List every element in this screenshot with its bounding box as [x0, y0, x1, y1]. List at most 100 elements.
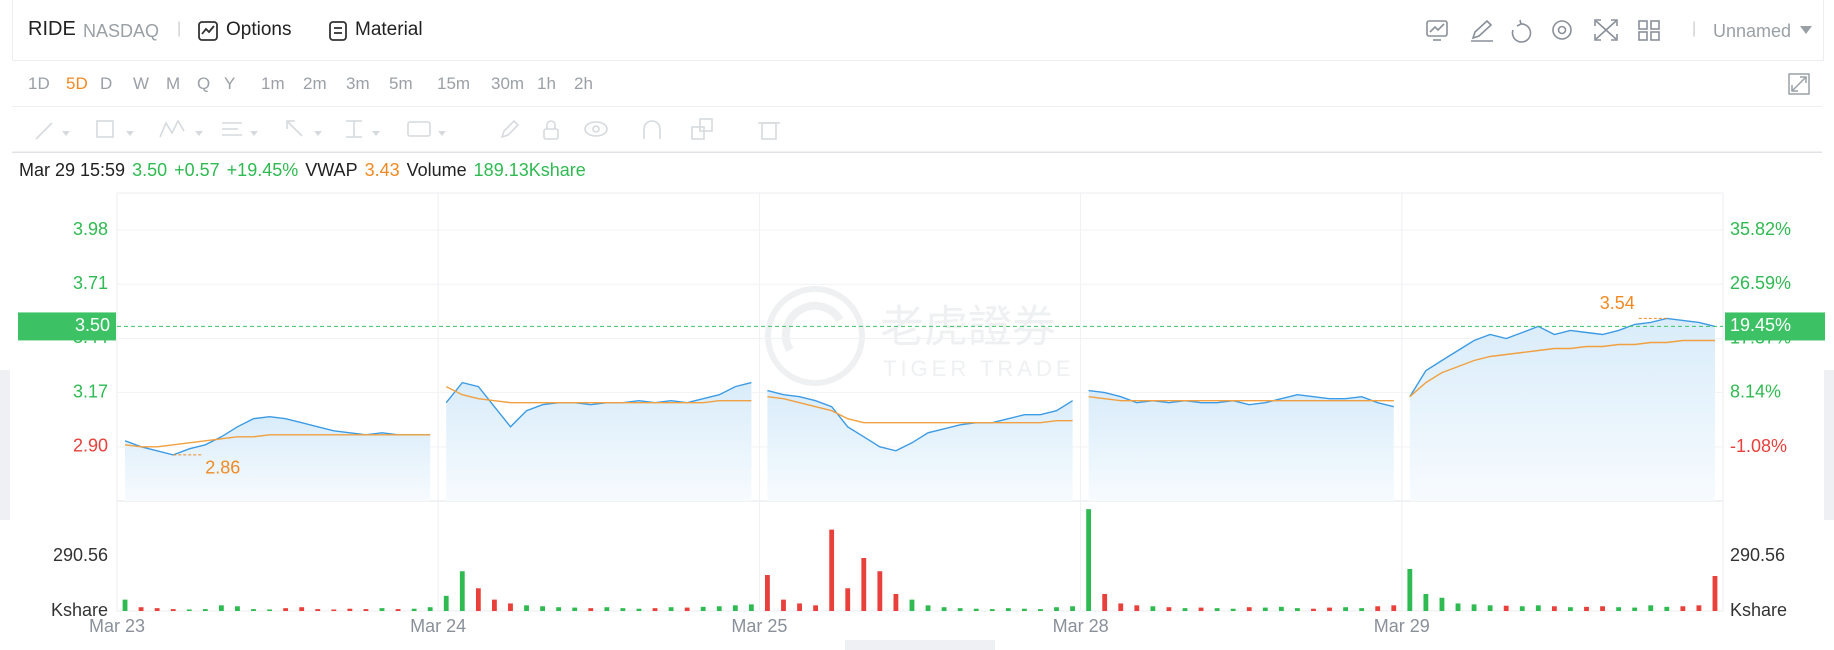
exchange: NASDAQ [83, 21, 160, 41]
reset-icon[interactable] [1511, 19, 1532, 43]
volume-bar [1712, 575, 1718, 611]
last-pct-box [1725, 312, 1825, 341]
volume-bar [925, 605, 931, 611]
volume-bar [283, 608, 289, 611]
price-line [124, 415, 431, 456]
volume-bar [636, 608, 642, 611]
period-button[interactable]: 2m [303, 74, 327, 93]
volume-bar [1198, 607, 1204, 611]
period-button[interactable]: Y [224, 74, 236, 93]
volume-bar [138, 607, 144, 611]
header: RIDE NASDAQ | Options Material | Unnamed [12, 0, 1824, 61]
volume-bar [652, 608, 658, 611]
y-tick-label: 3.98 [73, 219, 108, 239]
layout-name[interactable]: Unnamed [1713, 21, 1792, 41]
period-button[interactable]: 15m [437, 74, 471, 93]
low-label: 2.86 [205, 458, 240, 478]
x-tick-label: Mar 23 [89, 616, 145, 636]
volume-bar [588, 608, 594, 611]
period-button[interactable]: 5D [66, 74, 88, 93]
bottom-tab[interactable] [845, 640, 995, 650]
volume-label: Volume [406, 160, 467, 180]
period-button[interactable]: Q [197, 74, 211, 93]
toolbar-icons [1426, 19, 1660, 43]
volume-bar [524, 605, 529, 611]
settings-icon[interactable] [1552, 20, 1572, 40]
quote-change-pct: +19.45% [226, 160, 299, 180]
period-button[interactable]: W [133, 74, 150, 93]
period-button[interactable]: 5m [389, 74, 413, 93]
period-button[interactable]: 3m [346, 74, 370, 93]
price-line [1088, 389, 1394, 408]
layout-icon[interactable] [1638, 20, 1660, 41]
volume-bar [122, 599, 128, 611]
price-area [767, 390, 1073, 501]
volume-bar [218, 605, 224, 611]
volume-bar [1439, 597, 1445, 611]
volume-bar [1535, 605, 1541, 611]
price-area [446, 382, 752, 501]
y-tick-label: 2.90 [73, 436, 108, 456]
volume-bar [331, 609, 337, 611]
period-button[interactable]: 1D [28, 74, 50, 93]
volume-bar [973, 608, 979, 611]
volume-unit: Kshare [51, 600, 108, 620]
volume-bar [1182, 608, 1188, 611]
period-button[interactable]: D [100, 74, 113, 93]
volume-bar [1616, 607, 1622, 611]
volume-bar [202, 609, 208, 611]
fullscreen-icon[interactable] [1594, 19, 1618, 41]
volume-bar [732, 605, 738, 611]
options-button[interactable]: Options [226, 19, 292, 40]
y2-tick-label: 35.82% [1730, 219, 1791, 239]
volume-bar [315, 609, 321, 611]
volume-bar [909, 599, 915, 611]
x-tick-label: Mar 25 [731, 616, 787, 636]
volume-tick-label: 290.56 [53, 545, 108, 565]
volume-bar [1118, 603, 1124, 611]
volume-bar [1102, 593, 1108, 611]
quote-change: +0.57 [174, 160, 220, 180]
indicator-icon[interactable] [1426, 20, 1448, 41]
volume-bar [748, 604, 754, 611]
volume-bar [1391, 605, 1397, 611]
period-button[interactable]: 2h [574, 74, 593, 93]
volume-bar [186, 609, 192, 611]
period-button[interactable]: M [166, 74, 181, 93]
last-price-box [18, 312, 116, 341]
quote-price: 3.50 [132, 160, 168, 180]
x-tick-label: Mar 24 [410, 616, 466, 636]
volume-bar [797, 603, 802, 611]
y-tick-label: 3.71 [73, 273, 108, 293]
plot-frame [116, 192, 1724, 612]
quote-line: Mar 29 15:59 3.50 +0.57 +19.45% VWAP 3.4… [19, 160, 586, 181]
volume-bar [781, 599, 786, 611]
price-line [1409, 317, 1716, 398]
volume-bar [1455, 603, 1461, 611]
y-tick-label: 3.17 [73, 381, 108, 401]
period-button[interactable]: 30m [491, 74, 525, 93]
period-button[interactable]: 1h [537, 74, 556, 93]
volume-bar [1005, 608, 1011, 611]
volume-bar [893, 593, 899, 611]
volume-bar [813, 605, 819, 611]
expand-icon[interactable] [1788, 73, 1810, 95]
y2-tick-label: 8.14% [1730, 382, 1781, 402]
volume-bar [508, 603, 513, 611]
volume-bar [1214, 608, 1220, 611]
watermark-en: TIGER TRADE [883, 356, 1075, 381]
high-label: 3.54 [1600, 293, 1635, 313]
volume-bar [1648, 605, 1654, 611]
price-area [1088, 390, 1394, 501]
material-icon [329, 21, 347, 41]
volume-bar [1600, 606, 1605, 611]
vwap-line [1409, 339, 1715, 398]
draw-icon[interactable] [1471, 19, 1493, 42]
period-button[interactable]: 1m [261, 74, 285, 93]
volume-bar [1278, 606, 1284, 611]
volume-bar [427, 607, 433, 611]
material-button[interactable]: Material [355, 19, 423, 40]
dropdown-arrow[interactable] [1799, 24, 1813, 36]
